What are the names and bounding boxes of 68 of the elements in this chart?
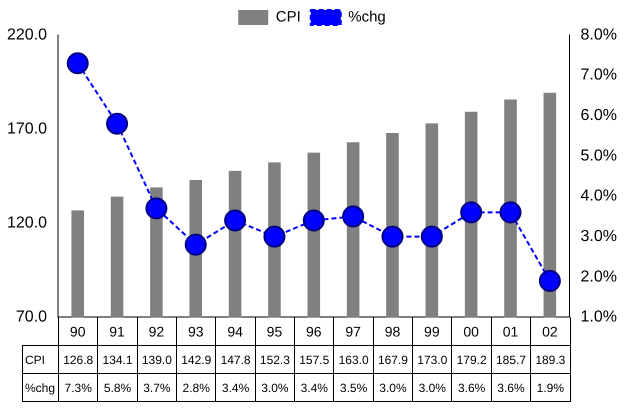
data-label: 163.0	[334, 346, 374, 374]
point	[460, 201, 482, 224]
text: %chg	[25, 380, 56, 395]
x-tick-label: 96	[306, 323, 322, 340]
x-tick-label: 95	[266, 323, 282, 340]
data-label: 3.4%	[216, 374, 256, 402]
x-tick-label: 00	[463, 323, 480, 340]
point	[184, 234, 207, 256]
y-tick-label: 70.0	[16, 308, 48, 326]
data-label: 147.8	[216, 346, 256, 374]
point	[381, 226, 404, 248]
y-tick-label: 170.0	[6, 120, 48, 138]
data-label: 173.0	[412, 346, 452, 374]
legend-label: %chg	[348, 8, 386, 26]
y2-tick-label: 4.0%	[580, 188, 617, 205]
data-label: 142.9	[176, 346, 216, 374]
data-label: 5.8%	[98, 374, 138, 402]
data-label: 3.4%	[294, 374, 334, 402]
data-label: 3.6%	[452, 374, 492, 402]
x-tick-label: 92	[148, 323, 164, 340]
point	[224, 209, 246, 232]
data-label: 126.8	[58, 346, 98, 374]
x-tick-label: 99	[424, 323, 440, 340]
x-tick-label: 01	[502, 323, 519, 340]
point	[145, 197, 168, 220]
y-tick-label: 220.0	[6, 26, 48, 44]
data-label: 3.6%	[491, 374, 531, 402]
x-tick-label: 98	[384, 323, 400, 340]
y2-tick-label: 7.0%	[580, 66, 617, 84]
data-label: 7.3%	[58, 374, 98, 402]
data-label: 167.9	[373, 346, 413, 374]
y2-tick-label: 8.0%	[580, 26, 617, 44]
data-label: 157.5	[294, 346, 334, 374]
point	[66, 52, 89, 74]
data-label: 189.3	[530, 346, 570, 374]
x-tick-label: 93	[188, 323, 204, 340]
y2-tick-label: 2.0%	[580, 268, 617, 286]
y-tick-label: 120.0	[6, 214, 48, 232]
data-label: 3.5%	[334, 374, 374, 402]
x-tick-label: 90	[70, 323, 86, 340]
data-label: 3.0%	[373, 374, 413, 402]
x-tick-label: 02	[542, 323, 558, 340]
data-label: 134.1	[98, 346, 138, 374]
point	[538, 270, 561, 292]
point	[420, 226, 443, 248]
data-label: 1.9%	[530, 374, 570, 402]
data-label: 139.0	[137, 346, 177, 374]
data-label: 2.8%	[176, 374, 216, 402]
data-label: 3.0%	[255, 374, 295, 402]
x-tick-label: 97	[345, 323, 362, 340]
legend-label: CPI	[276, 8, 301, 26]
data-label: 185.7	[491, 346, 531, 374]
y2-tick-label: 6.0%	[580, 107, 617, 124]
y2-tick-label: 5.0%	[580, 147, 617, 164]
point	[302, 209, 325, 232]
y2-tick-label: 3.0%	[580, 228, 617, 245]
x-tick-label: 94	[227, 323, 244, 340]
point	[500, 201, 522, 224]
data-label: 3.7%	[137, 374, 177, 402]
point	[263, 226, 286, 248]
y2-tick-label: 1.0%	[580, 308, 617, 326]
data-label: 152.3	[255, 346, 295, 374]
data-label: 179.2	[452, 346, 492, 374]
x-tick-label: 91	[109, 323, 126, 340]
point	[342, 205, 364, 228]
data-label: 3.0%	[412, 374, 452, 402]
text: CPI	[25, 352, 46, 367]
point	[106, 112, 128, 135]
